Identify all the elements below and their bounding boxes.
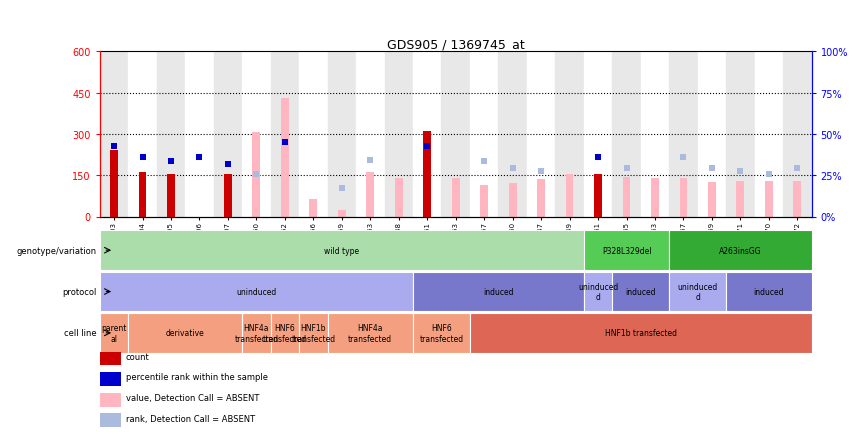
Bar [612,272,669,312]
Text: HNF6
transfected: HNF6 transfected [263,323,307,343]
Text: derivative: derivative [166,329,205,338]
Bar [727,272,812,312]
Bar [100,393,121,407]
Bar [395,178,403,217]
Bar [356,52,385,217]
Bar [253,133,260,217]
Bar [110,151,118,217]
Bar [641,52,669,217]
Bar [413,52,442,217]
Bar [537,180,545,217]
Bar [281,99,289,217]
Bar [498,52,527,217]
Bar [584,272,612,312]
Bar [224,174,232,217]
Text: parent
al: parent al [102,323,127,343]
Bar [424,132,431,217]
Text: HNF4a
transfected: HNF4a transfected [234,323,279,343]
Bar [100,231,584,270]
Bar [100,414,121,427]
Bar [271,52,299,217]
Bar [385,52,413,217]
Bar [584,231,669,270]
Text: count: count [126,352,149,361]
Bar [556,52,584,217]
Bar [157,52,185,217]
Bar [669,272,727,312]
Bar [594,174,602,217]
Bar [584,52,612,217]
Bar [100,372,121,386]
Bar [338,210,345,217]
Text: A263insGG: A263insGG [719,246,762,255]
Bar [451,178,460,217]
Bar [765,181,773,217]
Bar [793,181,801,217]
Text: induced: induced [753,287,784,296]
Bar [139,173,147,217]
Text: HNF1b
transfected: HNF1b transfected [292,323,335,343]
Bar [214,52,242,217]
Bar [783,52,812,217]
Text: value, Detection Call = ABSENT: value, Detection Call = ABSENT [126,393,260,402]
Bar [669,52,698,217]
Bar [100,272,413,312]
Bar [651,178,659,217]
Bar [509,184,516,217]
Bar [442,52,470,217]
Text: HNF1b transfected: HNF1b transfected [605,329,677,338]
Bar [327,52,356,217]
Bar [754,52,783,217]
Bar [299,52,327,217]
Text: rank, Detection Call = ABSENT: rank, Detection Call = ABSENT [126,414,255,423]
Bar [128,52,157,217]
Bar [100,52,128,217]
Bar [167,174,175,217]
Bar [727,52,754,217]
Bar [100,352,121,365]
Text: uninduced
d: uninduced d [678,282,718,302]
Bar [612,52,641,217]
Bar [413,313,470,353]
Text: wild type: wild type [325,246,359,255]
Bar [527,52,556,217]
Bar [669,231,812,270]
Bar [185,52,214,217]
Title: GDS905 / 1369745_at: GDS905 / 1369745_at [387,38,524,51]
Bar [242,52,271,217]
Bar [708,183,716,217]
Text: cell line: cell line [63,329,96,338]
Text: P328L329del: P328L329del [602,246,651,255]
Text: protocol: protocol [62,287,96,296]
Bar [299,313,327,353]
Text: HNF6
transfected: HNF6 transfected [419,323,464,343]
Text: percentile rank within the sample: percentile rank within the sample [126,372,268,381]
Bar [480,185,488,217]
Bar [327,313,413,353]
Bar [736,181,745,217]
Bar [680,178,687,217]
Bar [309,199,318,217]
Bar [366,173,374,217]
Text: induced: induced [626,287,656,296]
Text: uninduced: uninduced [236,287,277,296]
Bar [413,272,584,312]
Bar [242,313,271,353]
Text: induced: induced [483,287,514,296]
Text: uninduced
d: uninduced d [578,282,618,302]
Bar [271,313,299,353]
Bar [470,52,498,217]
Bar [128,313,242,353]
Bar [566,174,574,217]
Bar [100,313,128,353]
Bar [698,52,727,217]
Text: HNF4a
transfected: HNF4a transfected [348,323,392,343]
Text: genotype/variation: genotype/variation [16,246,96,255]
Bar [622,177,630,217]
Bar [470,313,812,353]
